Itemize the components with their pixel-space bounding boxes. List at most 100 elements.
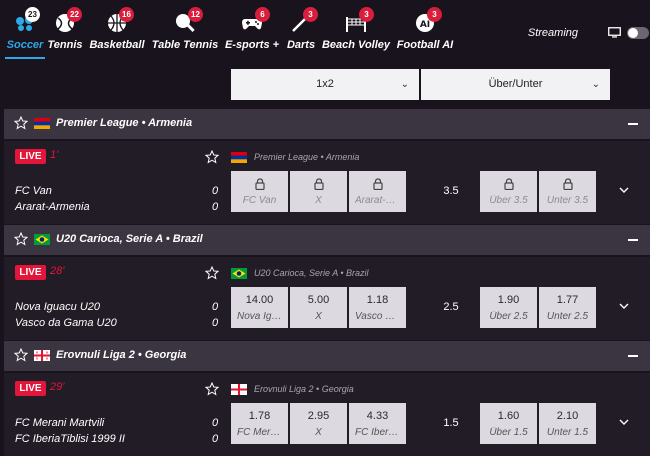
tab-football-ai[interactable]: AI 3 Football AI — [395, 0, 455, 62]
streaming-toggle[interactable] — [627, 27, 649, 39]
match-minute: 29' — [50, 381, 65, 393]
collapse-icon[interactable] — [628, 355, 638, 357]
odd-button-over[interactable]: 1.60 Über 1.5 — [480, 403, 537, 444]
tab-label: Soccer — [6, 39, 44, 51]
chevron-down-icon: ⌄ — [400, 79, 409, 90]
badge-count: 16 — [119, 7, 134, 22]
odd-option: Nova Iguacu U20 — [237, 311, 282, 322]
badge-count: 6 — [255, 7, 270, 22]
total-line: 1.5 — [443, 417, 459, 429]
armenia-flag-icon — [34, 118, 50, 129]
odd-option: X — [315, 311, 322, 322]
market-select-1x2[interactable]: 1x2 ⌄ — [231, 69, 419, 100]
odd-button-draw[interactable]: 5.00 X — [290, 287, 347, 328]
odd-button-under[interactable]: 1.77 Unter 2.5 — [539, 287, 596, 328]
odd-button-away[interactable]: 4.33 FC IberiaTiblisi 1999 II — [349, 403, 406, 444]
odd-value: 1.90 — [497, 294, 520, 306]
live-badge: LIVE — [15, 265, 46, 280]
badge-count: 3 — [427, 7, 442, 22]
tab-label: Table Tennis — [151, 39, 219, 51]
home-score: 0 — [212, 417, 219, 429]
star-icon[interactable] — [205, 382, 219, 396]
odd-button-under[interactable]: Unter 3.5 — [539, 171, 596, 212]
league-name: U20 Carioca, Serie A • Brazil — [56, 233, 203, 245]
live-badge: LIVE — [15, 149, 46, 164]
star-icon[interactable] — [14, 116, 28, 130]
collapse-icon[interactable] — [628, 239, 638, 241]
event-league-label: Erovnuli Liga 2 • Georgia — [254, 384, 354, 394]
league-header-armenia[interactable]: Premier League • Armenia — [4, 109, 650, 139]
away-score: 0 — [212, 201, 219, 213]
tab-label: Football AI — [396, 39, 454, 51]
odd-value: 4.33 — [366, 410, 389, 422]
match-minute: 28' — [50, 265, 65, 277]
collapse-icon[interactable] — [628, 123, 638, 125]
odd-button-over[interactable]: 1.90 Über 2.5 — [480, 287, 537, 328]
odd-value: 2.10 — [556, 410, 579, 422]
market-select-value: 1x2 — [316, 78, 334, 90]
monitor-icon — [608, 27, 621, 38]
home-score: 0 — [212, 185, 219, 197]
odd-button-draw[interactable]: X — [290, 171, 347, 212]
odd-value: 1.18 — [366, 294, 389, 306]
odd-option: Unter 1.5 — [546, 427, 589, 438]
odd-button-under[interactable]: 2.10 Unter 1.5 — [539, 403, 596, 444]
lock-icon — [372, 178, 383, 190]
away-score: 0 — [212, 433, 219, 445]
badge-count: 22 — [67, 7, 82, 22]
odd-button-home[interactable]: 14.00 Nova Iguacu U20 — [231, 287, 288, 328]
home-team: FC Merani Martvili — [15, 417, 105, 429]
georgia-flag-icon — [231, 384, 247, 395]
odd-button-draw[interactable]: 2.95 X — [290, 403, 347, 444]
odd-option: FC IberiaTiblisi 1999 II — [355, 427, 400, 438]
league-header-brazil[interactable]: U20 Carioca, Serie A • Brazil — [4, 225, 650, 255]
chevron-down-icon[interactable] — [618, 185, 630, 195]
tab-basketball[interactable]: 16 Basketball — [88, 0, 146, 62]
star-icon[interactable] — [205, 150, 219, 164]
badge-count: 23 — [25, 7, 40, 22]
star-icon[interactable] — [14, 232, 28, 246]
toggle-knob — [628, 28, 638, 38]
odd-option: Ararat-Armenia — [355, 195, 400, 206]
lock-icon — [254, 178, 265, 190]
market-select-value: Über/Unter — [488, 78, 543, 90]
odd-option: X — [315, 427, 322, 438]
odd-value: 5.00 — [307, 294, 330, 306]
chevron-down-icon[interactable] — [618, 417, 630, 427]
odd-option: Unter 2.5 — [546, 311, 589, 322]
market-select-over-under[interactable]: Über/Unter ⌄ — [421, 69, 610, 100]
chevron-down-icon[interactable] — [618, 301, 630, 311]
odd-option: FC Van — [242, 195, 277, 206]
total-line: 2.5 — [443, 301, 459, 313]
odd-option: Unter 3.5 — [546, 195, 589, 206]
lock-icon — [503, 178, 514, 190]
tab-esports[interactable]: 6 E-sports + — [223, 0, 281, 62]
odd-option: Über 2.5 — [489, 311, 528, 322]
tab-darts[interactable]: 3 Darts — [285, 0, 318, 62]
odd-button-home[interactable]: FC Van — [231, 171, 288, 212]
live-badge: LIVE — [15, 381, 46, 396]
tab-tennis[interactable]: 22 Tennis — [46, 0, 84, 62]
odd-option: Über 1.5 — [489, 427, 528, 438]
odd-value: 2.95 — [307, 410, 330, 422]
odd-option: X — [315, 195, 322, 206]
odd-button-over[interactable]: Über 3.5 — [480, 171, 537, 212]
odd-button-away[interactable]: Ararat-Armenia — [349, 171, 406, 212]
star-icon[interactable] — [205, 266, 219, 280]
event-row: LIVE 28' U20 Carioca, Serie A • Brazil N… — [4, 257, 650, 340]
sports-nav: 23 Soccer 22 Tennis 16 Basketball 12 Tab… — [0, 0, 650, 62]
star-icon[interactable] — [14, 348, 28, 362]
odd-button-away[interactable]: 1.18 Vasco da Gama U20 — [349, 287, 406, 328]
odd-option: FC Merani Martvili — [237, 427, 282, 438]
brazil-flag-icon — [34, 234, 50, 245]
event-league-label: Premier League • Armenia — [254, 152, 360, 162]
lock-icon — [562, 178, 573, 190]
league-header-georgia[interactable]: Erovnuli Liga 2 • Georgia — [4, 341, 650, 371]
odd-button-home[interactable]: 1.78 FC Merani Martvili — [231, 403, 288, 444]
tab-label: Basketball — [89, 39, 145, 51]
tab-table-tennis[interactable]: 12 Table Tennis — [151, 0, 219, 62]
match-minute: 1' — [50, 149, 59, 161]
tab-soccer[interactable]: 23 Soccer — [3, 0, 47, 62]
odd-value: 1.60 — [497, 410, 520, 422]
tab-beach-volley[interactable]: 3 Beach Volley — [321, 0, 391, 62]
